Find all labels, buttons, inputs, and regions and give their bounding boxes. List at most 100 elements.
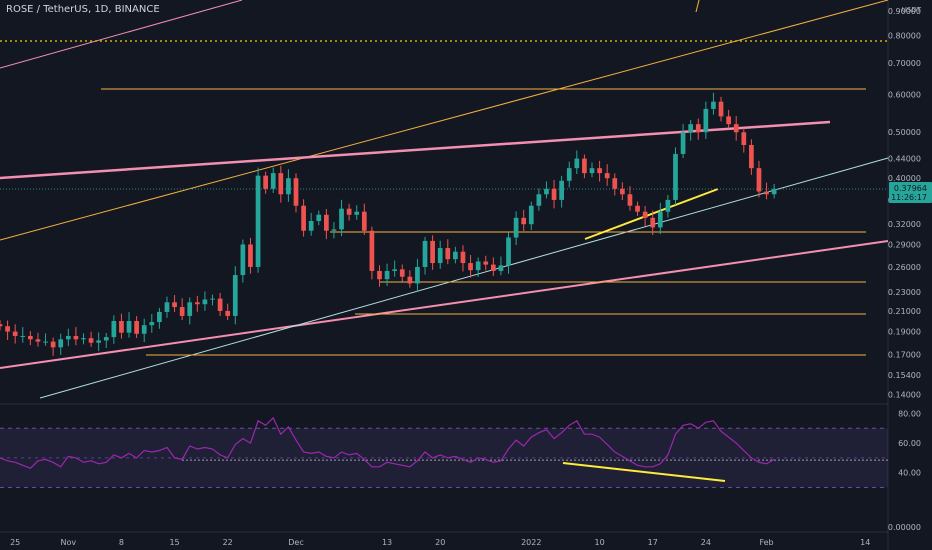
time-tick-label: 25: [10, 538, 20, 547]
price-tick-label: 0.60000: [888, 91, 921, 100]
candle: [141, 325, 147, 334]
candle: [263, 175, 268, 189]
candle: [179, 307, 185, 316]
candle: [756, 168, 762, 192]
candle: [369, 230, 375, 271]
rsi-tick-label: 40.00: [898, 469, 921, 478]
candle: [771, 188, 777, 195]
candle: [255, 175, 261, 267]
price-tick-label: 0.29000: [888, 240, 921, 249]
candle: [194, 302, 200, 305]
time-tick-label: 20: [435, 538, 445, 547]
candle: [339, 208, 344, 230]
candle: [521, 217, 527, 225]
candle: [0, 324, 3, 327]
candle: [103, 337, 109, 341]
candle: [490, 264, 496, 271]
candle: [513, 217, 519, 238]
candle: [286, 178, 291, 195]
candle: [202, 299, 208, 305]
candle: [453, 251, 458, 260]
time-tick-label: Dec: [288, 538, 303, 547]
rsi-tick-label: 0.00000: [888, 523, 921, 532]
candle: [217, 298, 223, 311]
candle: [134, 321, 139, 334]
candle: [642, 211, 648, 218]
countdown-label: 11:26:17: [891, 193, 927, 202]
candle: [278, 173, 284, 195]
candle: [149, 322, 155, 326]
candle: [597, 168, 602, 174]
candle: [119, 321, 124, 333]
candle: [111, 321, 117, 338]
price-tick-label: 0.15400: [888, 371, 921, 380]
candle: [187, 302, 193, 316]
currency-label: USDT: [902, 6, 922, 14]
candle: [620, 188, 625, 195]
candle: [437, 248, 443, 264]
candle: [81, 338, 86, 340]
candle: [483, 261, 489, 265]
candle: [28, 335, 33, 340]
candle: [749, 144, 754, 169]
price-tick-label: 0.17000: [888, 351, 921, 360]
price-tick-label: 0.21000: [888, 307, 921, 316]
candle: [665, 199, 671, 212]
candle: [96, 340, 102, 343]
candle: [415, 266, 420, 284]
rising-support-line: [39, 157, 889, 399]
candle: [50, 341, 56, 348]
candle: [650, 217, 656, 228]
candle: [407, 276, 413, 284]
channel-upper-line: [0, 0, 243, 69]
price-tick-label: 0.80000: [888, 31, 921, 40]
candle: [73, 335, 79, 340]
candle: [673, 153, 678, 200]
candle: [733, 124, 739, 133]
candle: [680, 132, 686, 154]
candle: [88, 338, 94, 343]
candle: [58, 339, 64, 348]
candle: [392, 269, 398, 271]
candle: [430, 240, 435, 264]
time-tick-label: 10: [594, 538, 604, 547]
rsi-tick-label: 80.00: [898, 409, 921, 418]
candle: [225, 310, 231, 316]
candle: [240, 244, 246, 276]
candle: [43, 341, 48, 343]
time-tick-label: 15: [169, 538, 179, 547]
candle: [377, 270, 382, 280]
candle: [726, 116, 731, 125]
candle: [126, 321, 132, 333]
candle: [582, 158, 587, 174]
current-price-label: 0.37964: [894, 184, 927, 193]
candle: [293, 178, 299, 206]
price-tick-label: 0.19000: [888, 328, 921, 337]
time-tick-label: Nov: [60, 538, 76, 547]
candle: [566, 168, 572, 181]
candle: [445, 248, 451, 260]
symbol-legend: ROSE / TetherUS, 1D, BINANCE: [6, 4, 160, 15]
time-tick-label: 22: [223, 538, 233, 547]
candle: [604, 173, 610, 179]
candle: [764, 191, 769, 195]
price-tick-label: 0.50000: [888, 128, 921, 137]
time-tick-label: 17: [648, 538, 658, 547]
candle: [612, 178, 618, 189]
price-tick-label: 0.32000: [888, 220, 921, 229]
candle: [172, 302, 177, 308]
candle: [627, 194, 633, 206]
price-tick-label: 0.44000: [888, 155, 921, 164]
candle: [506, 237, 511, 266]
price-tick-label: 0.40000: [888, 174, 921, 183]
rsi-tick-label: 60.00: [898, 439, 921, 448]
candle: [589, 168, 595, 174]
candle: [20, 335, 26, 337]
time-tick-label: 24: [701, 538, 711, 547]
candle: [468, 263, 473, 271]
time-tick-label: 8: [119, 538, 124, 547]
price-badge: [889, 181, 932, 203]
candle: [331, 229, 337, 231]
